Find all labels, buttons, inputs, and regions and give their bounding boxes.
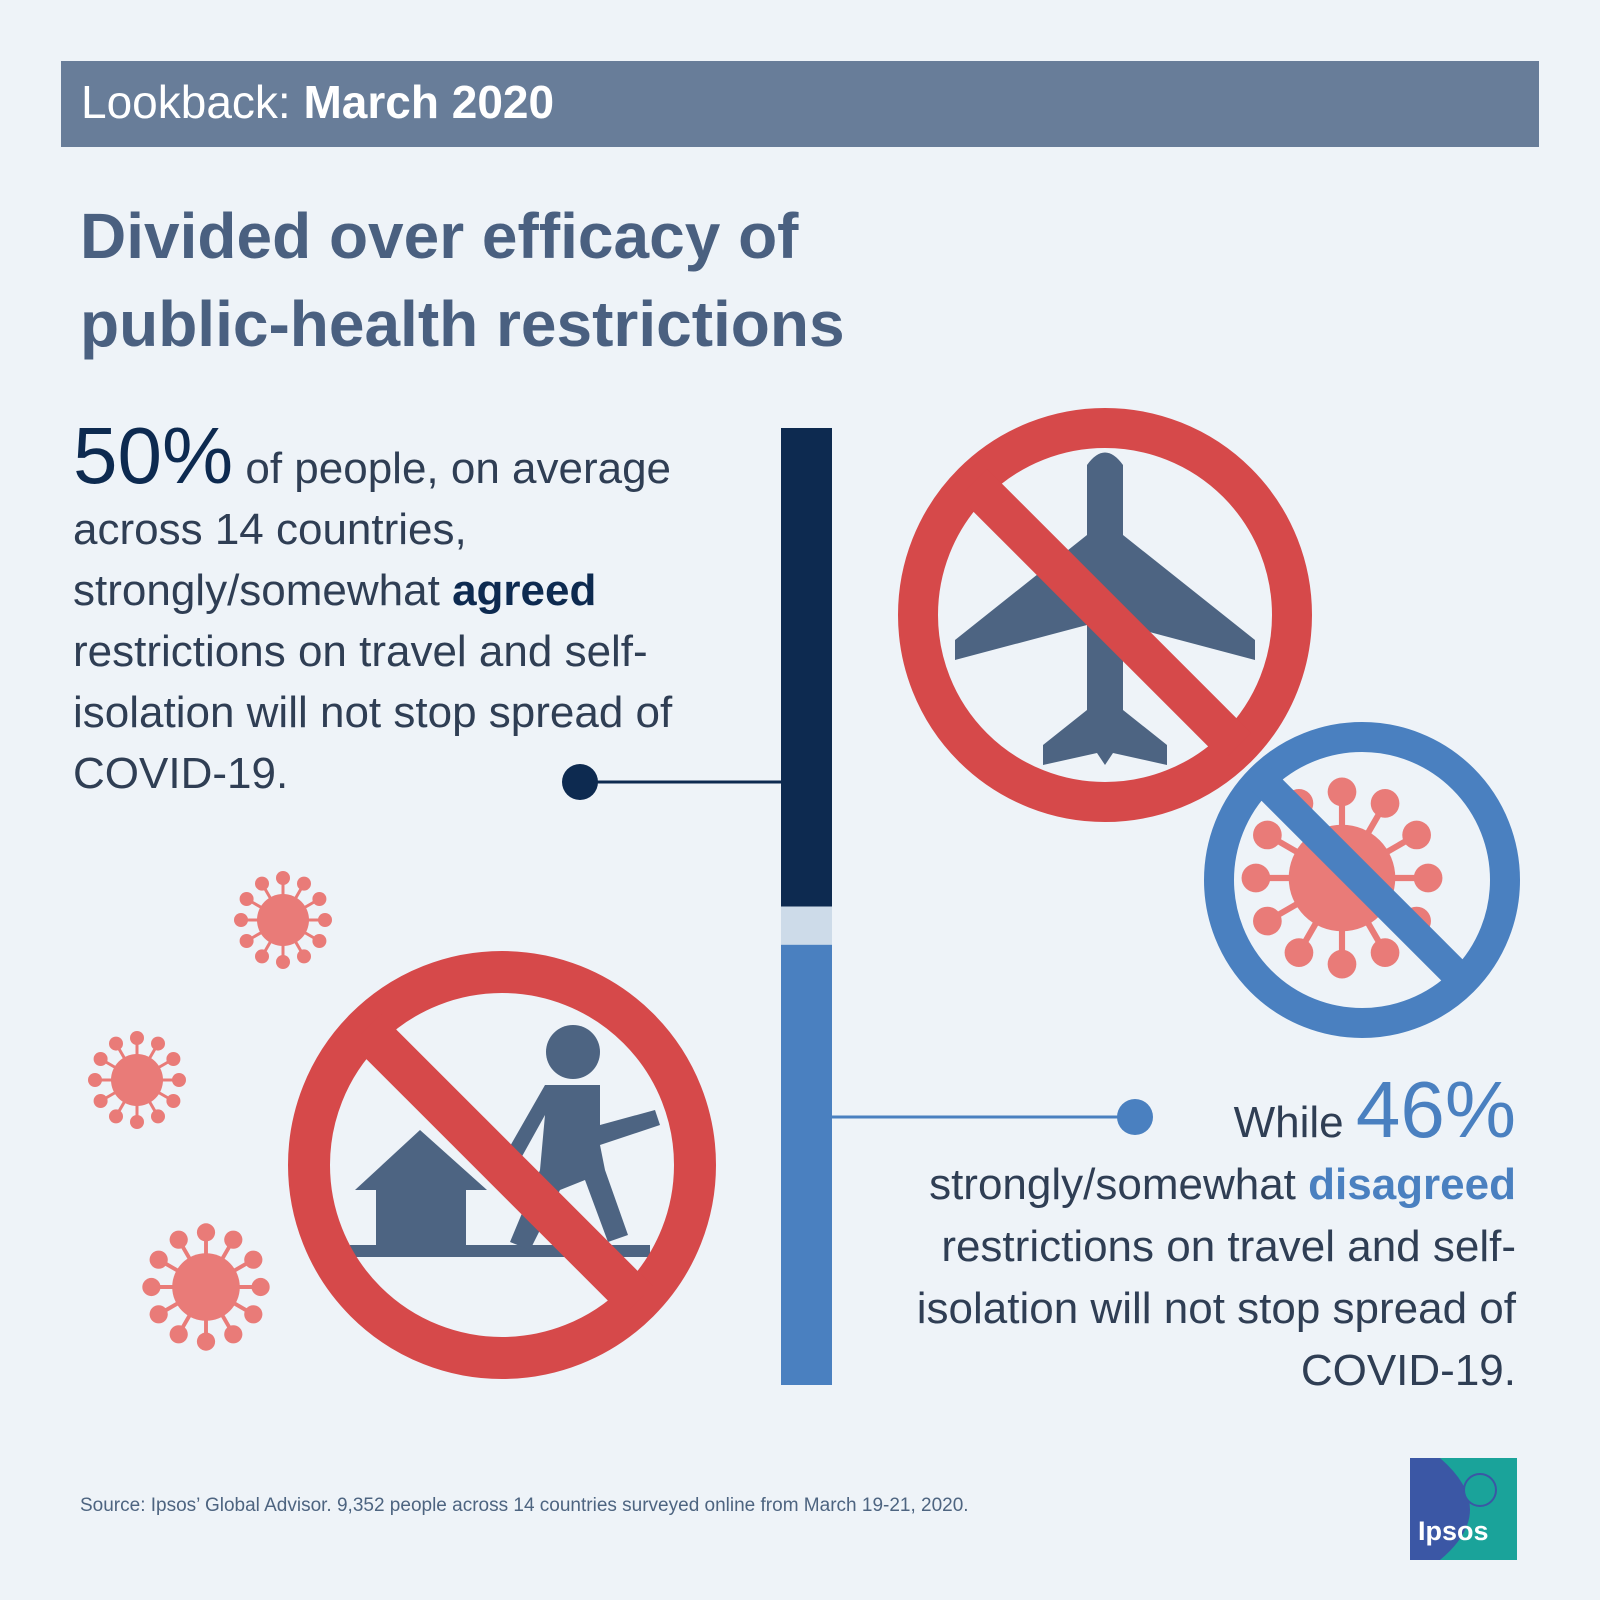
title-line-2: public-health restrictions [80, 288, 845, 360]
source-note: Source: Ipsos’ Global Advisor. 9,352 peo… [80, 1495, 969, 1516]
disagree-prefix: While [1233, 1098, 1344, 1147]
disagree-callout: While 46% strongly/somewhat disagreed re… [816, 1070, 1516, 1402]
bar-segment-disagreed [781, 944, 832, 1385]
agree-keyword: agreed [452, 566, 597, 615]
banner-date: March 2020 [303, 76, 555, 128]
virus-icon [232, 869, 334, 971]
logo-text: Ipsos [1418, 1516, 1489, 1546]
banner-prefix: Lookback: [81, 76, 291, 128]
disagree-percent: 46% [1355, 1065, 1516, 1154]
bar-segment-other [781, 906, 832, 945]
agree-text-a: of people, on average across 14 countrie… [73, 444, 672, 615]
no-virus-icon [1202, 720, 1522, 1040]
disagree-keyword: disagreed [1308, 1160, 1516, 1209]
virus-icon [86, 1029, 188, 1131]
no-travel-plane-icon [898, 408, 1312, 822]
no-leaving-home-icon [288, 951, 716, 1379]
disagree-connector [832, 1099, 1153, 1135]
header-banner: Lookback: March 2020 [61, 61, 1539, 147]
agree-percent: 50% [73, 411, 234, 500]
disagree-text-b: restrictions on travel and self-isolatio… [916, 1222, 1516, 1395]
ipsos-logo [1410, 1458, 1517, 1560]
disagree-text-a: strongly/somewhat [929, 1160, 1296, 1209]
banner-text: Lookback: March 2020 [81, 75, 554, 129]
agree-callout: 50% of people, on average across 14 coun… [73, 416, 793, 804]
page-title: Divided over efficacy of public-health r… [80, 192, 845, 368]
virus-icon [140, 1221, 272, 1353]
title-line-1: Divided over efficacy of [80, 200, 799, 272]
agree-text-b: restrictions on travel and self-isolatio… [73, 627, 673, 798]
agree-connector [562, 764, 781, 800]
stacked-bar [781, 428, 832, 1385]
bar-segment-agreed [781, 428, 832, 907]
